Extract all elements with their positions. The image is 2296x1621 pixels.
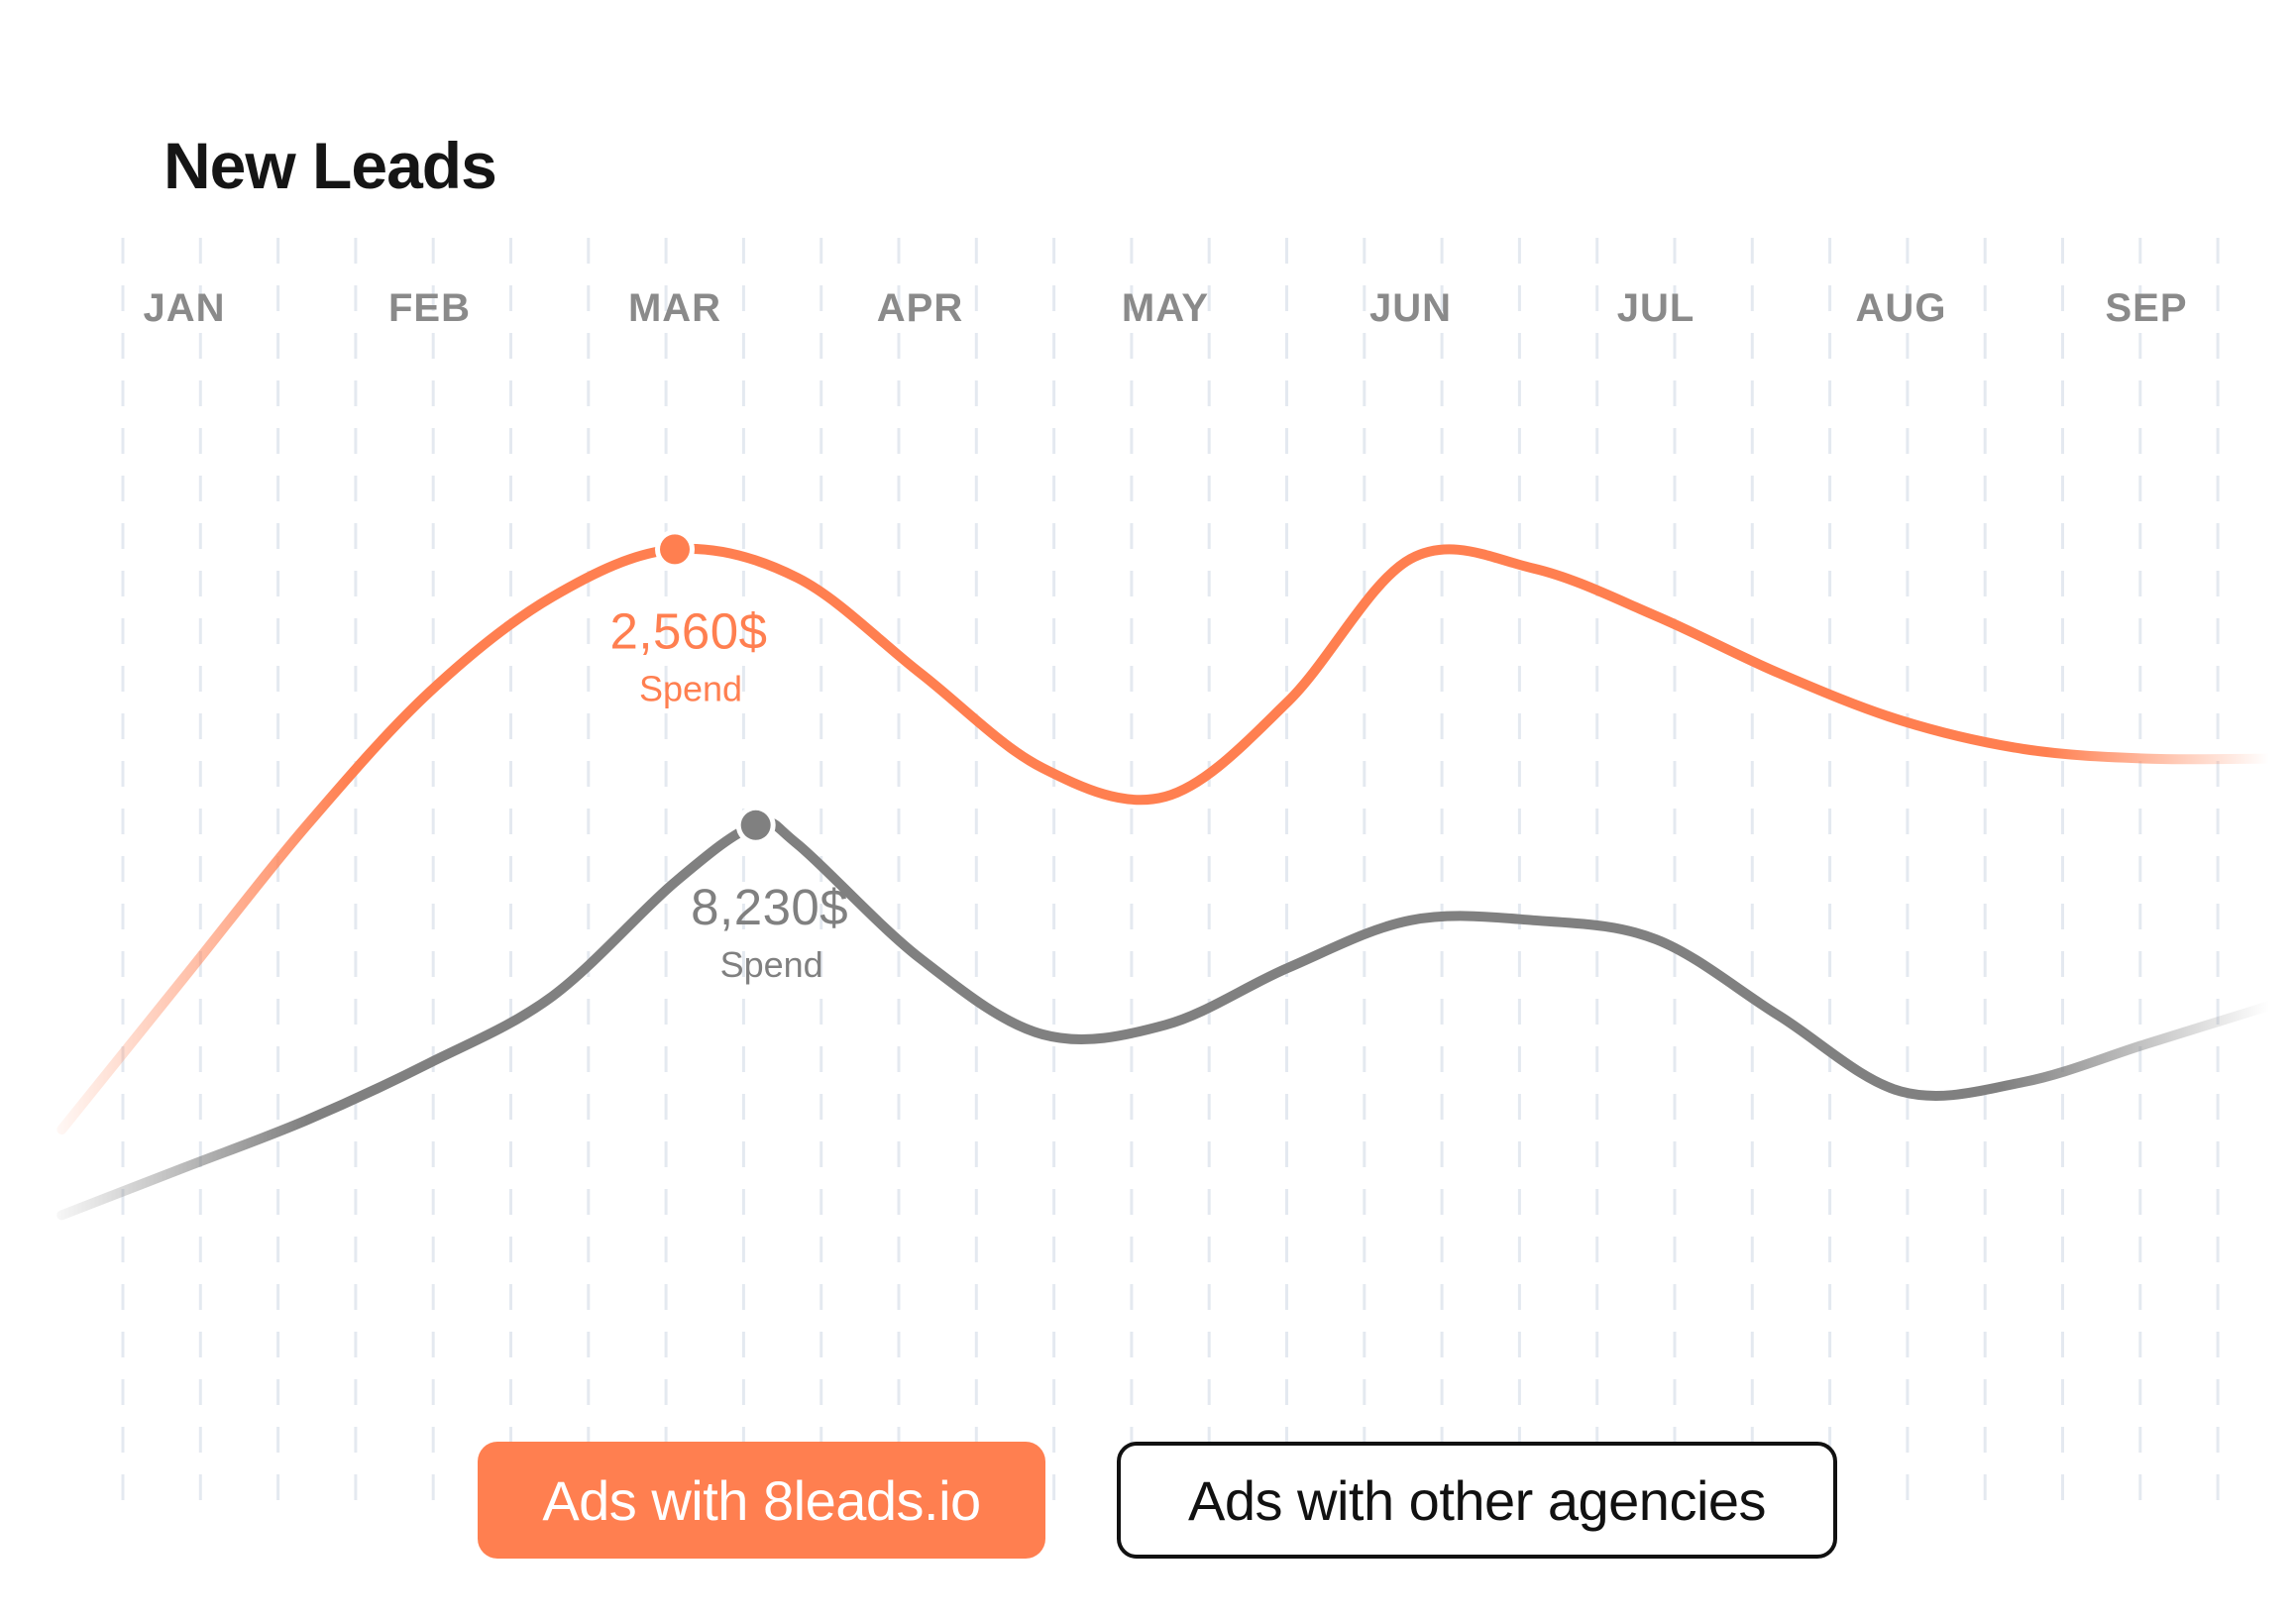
x-tick-label: AUG: [1856, 286, 1947, 330]
x-tick-label: JUN: [1369, 286, 1452, 330]
legend-item-other-agencies[interactable]: Ads with other agencies: [1117, 1442, 1837, 1559]
x-tick-label: APR: [877, 286, 963, 330]
x-tick-label: FEB: [388, 286, 471, 330]
legend-label-8leads: Ads with 8leads.io: [542, 1468, 981, 1532]
data-label-value: 8,230$: [691, 879, 848, 935]
legend-item-8leads[interactable]: Ads with 8leads.io: [478, 1442, 1045, 1559]
x-tick-label: JUL: [1617, 286, 1695, 330]
legend-label-other-agencies: Ads with other agencies: [1187, 1468, 1767, 1532]
highlight-point[interactable]: [740, 810, 771, 840]
x-axis: JAN FEB MAR APR MAY JUN JUL AUG SEP: [143, 286, 2187, 330]
x-tick-label: JAN: [143, 286, 225, 330]
series-line-other-agencies: [56, 816, 2274, 1221]
data-label-caption: Spend: [720, 944, 823, 985]
series-line-8leads: [56, 543, 2274, 1135]
series: [56, 543, 2274, 1221]
x-tick-label: MAY: [1122, 286, 1209, 330]
chart-title: New Leads: [164, 129, 496, 202]
data-label-caption: Spend: [639, 668, 742, 708]
x-tick-label: SEP: [2105, 286, 2187, 330]
x-tick-label: MAR: [628, 286, 721, 330]
highlight-point[interactable]: [660, 534, 690, 565]
grid: [121, 238, 2220, 1506]
data-labels: 2,560$ Spend 8,230$ Spend: [610, 529, 848, 985]
data-label-value: 2,560$: [610, 602, 768, 659]
